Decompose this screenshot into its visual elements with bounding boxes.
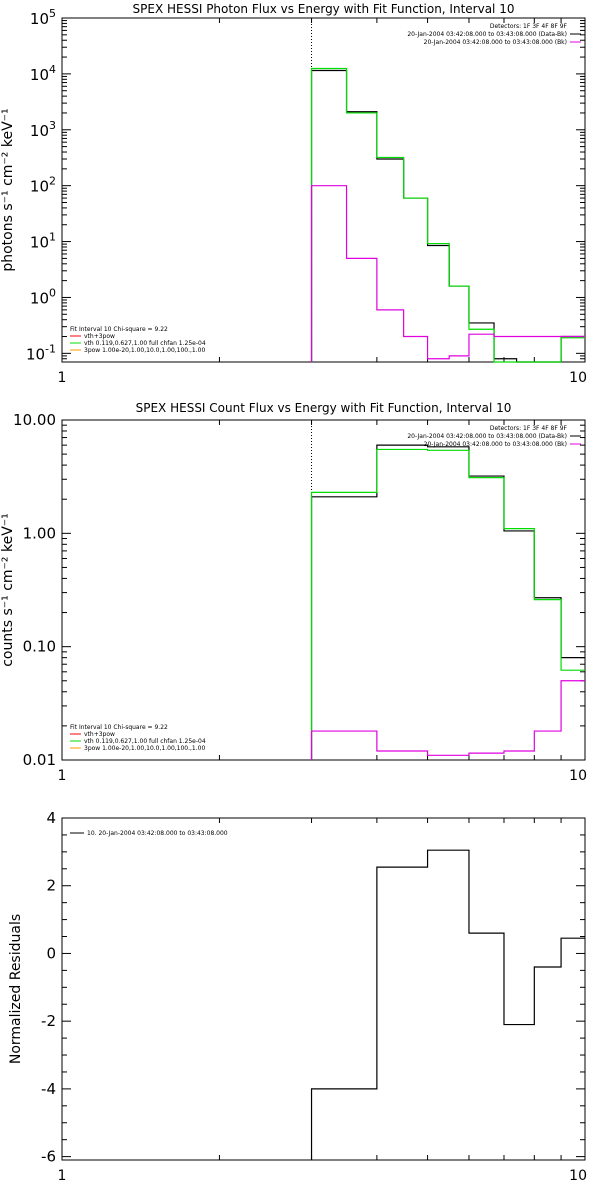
y-tick-label: 2	[46, 877, 56, 895]
legend-entry: Detectors: 1F 3F 4F 8F 9F	[490, 425, 568, 432]
y-tick-exponent: 3	[49, 119, 56, 132]
x-tick-label: 1	[58, 1168, 67, 1184]
y-tick-label: -4	[41, 1080, 56, 1098]
y-tick-label: 100	[30, 286, 56, 307]
y-tick-label: 1.00	[23, 524, 56, 542]
y-axis-label: Normalized Residuals	[8, 914, 24, 1064]
y-tick-label: 0	[46, 944, 56, 962]
chart-panel-2: SPEX HESSI Count Flux vs Energy with Fit…	[0, 401, 587, 784]
y-tick-exponent: 2	[49, 175, 56, 188]
chart-title: SPEX HESSI Count Flux vs Energy with Fit…	[136, 401, 512, 415]
y-axis-ticks	[62, 17, 585, 363]
y-tick-label: 105	[30, 7, 56, 28]
x-tick-label: 1	[58, 768, 67, 784]
x-axis-ticks	[61, 420, 586, 760]
y-tick-base: 10	[26, 345, 45, 363]
y-tick-exponent: 4	[49, 63, 56, 76]
legend-entry: 20-Jan-2004 03:42:08.000 to 03:43:08.000…	[424, 39, 567, 46]
y-axis-ticks	[62, 817, 585, 1158]
legend-entry: vth 0.119,0.627,1.00 full chfan 1.25e-04	[84, 340, 206, 347]
y-tick-label: 103	[30, 119, 56, 140]
series-line-black	[310, 849, 585, 1160]
y-axis-label: photons s⁻¹ cm⁻² keV⁻¹	[0, 108, 16, 271]
y-tick-label: 0.01	[23, 751, 56, 769]
x-axis-ticks	[61, 818, 586, 1160]
y-tick-label: 0.10	[23, 638, 56, 656]
x-tick-label: 1	[58, 370, 67, 386]
y-tick-exponent: 1	[49, 231, 56, 244]
legend-bottom-left: Fit Interval 10 Chi-square = 9.22vth+3po…	[70, 724, 206, 752]
y-tick-base: 10	[30, 289, 49, 307]
y-tick-label: -6	[41, 1148, 56, 1166]
x-axis-ticks	[61, 18, 586, 362]
legend-entry: 20-Jan-2004 03:42:08.000 to 03:43:08.000…	[407, 31, 567, 38]
y-tick-label: 10-1	[26, 342, 56, 363]
legend-entry: 10. 20-Jan-2004 03:42:08.000 to 03:43:08…	[87, 830, 228, 837]
y-tick-base: 10	[30, 66, 49, 84]
y-tick-exponent: 0	[49, 286, 56, 299]
chart-title: SPEX HESSI Photon Flux vs Energy with Fi…	[133, 2, 515, 16]
legend-entry: vth+3pow	[84, 333, 115, 340]
y-axis-ticks	[62, 419, 585, 761]
y-tick-label: 101	[30, 231, 56, 252]
y-tick-exponent: -1	[45, 342, 56, 355]
y-tick-label: 102	[30, 175, 56, 196]
legend-top-left: 10. 20-Jan-2004 03:42:08.000 to 03:43:08…	[70, 830, 228, 837]
y-tick-label: 4	[46, 809, 56, 827]
chart-panel-3: Normalized Residuals 1 10 -6 -4 -2 0 2 4 10. 20-J…	[8, 809, 587, 1184]
y-tick-base: 10	[30, 178, 49, 196]
plot-frame	[61, 419, 586, 761]
legend-entry: vth+3pow	[84, 731, 115, 738]
y-tick-base: 10	[30, 10, 49, 28]
legend-entry: Fit Interval 10 Chi-square = 9.22	[70, 724, 168, 731]
legend-bottom-left: Fit Interval 10 Chi-square = 9.22vth+3po…	[70, 326, 206, 354]
y-tick-label: 10.00	[13, 411, 56, 429]
x-tick-label: 10	[569, 1168, 587, 1184]
legend-entry: 20-Jan-2004 03:42:08.000 to 03:43:08.000…	[407, 433, 567, 440]
legend-entry: Detectors: 1F 3F 4F 8F 9F	[490, 23, 568, 30]
x-tick-label: 10	[569, 768, 587, 784]
series-line-green	[310, 67, 585, 363]
y-tick-base: 10	[30, 122, 49, 140]
legend-entry: vth 0.119,0.627,1.00 full chfan 1.25e-04	[84, 738, 206, 745]
y-axis-label: counts s⁻¹ cm⁻² keV⁻¹	[0, 513, 16, 667]
x-tick-label: 10	[569, 370, 587, 386]
series-line-green	[310, 448, 585, 760]
series-line-black	[310, 69, 585, 363]
legend-entry: 3pow 1.00e-20,1.00,10.0,1.00,100.,1.00	[84, 745, 205, 752]
y-tick-base: 10	[30, 234, 49, 252]
series-line-magenta	[310, 680, 585, 760]
legend-entry: 3pow 1.00e-20,1.00,10.0,1.00,100.,1.00	[84, 347, 205, 354]
y-tick-label: 104	[30, 63, 56, 84]
series-line-magenta	[310, 185, 585, 362]
y-tick-exponent: 5	[49, 7, 56, 20]
chart-panel-1: SPEX HESSI Photon Flux vs Energy with Fi…	[0, 2, 587, 386]
plot-frame	[61, 17, 586, 363]
y-tick-label: -2	[41, 1012, 56, 1030]
legend-entry: Fit Interval 10 Chi-square = 9.22	[70, 326, 168, 333]
plot-frame	[61, 817, 586, 1161]
legend-entry: 20-Jan-2004 03:42:08.000 to 03:43:08.000…	[424, 441, 567, 448]
